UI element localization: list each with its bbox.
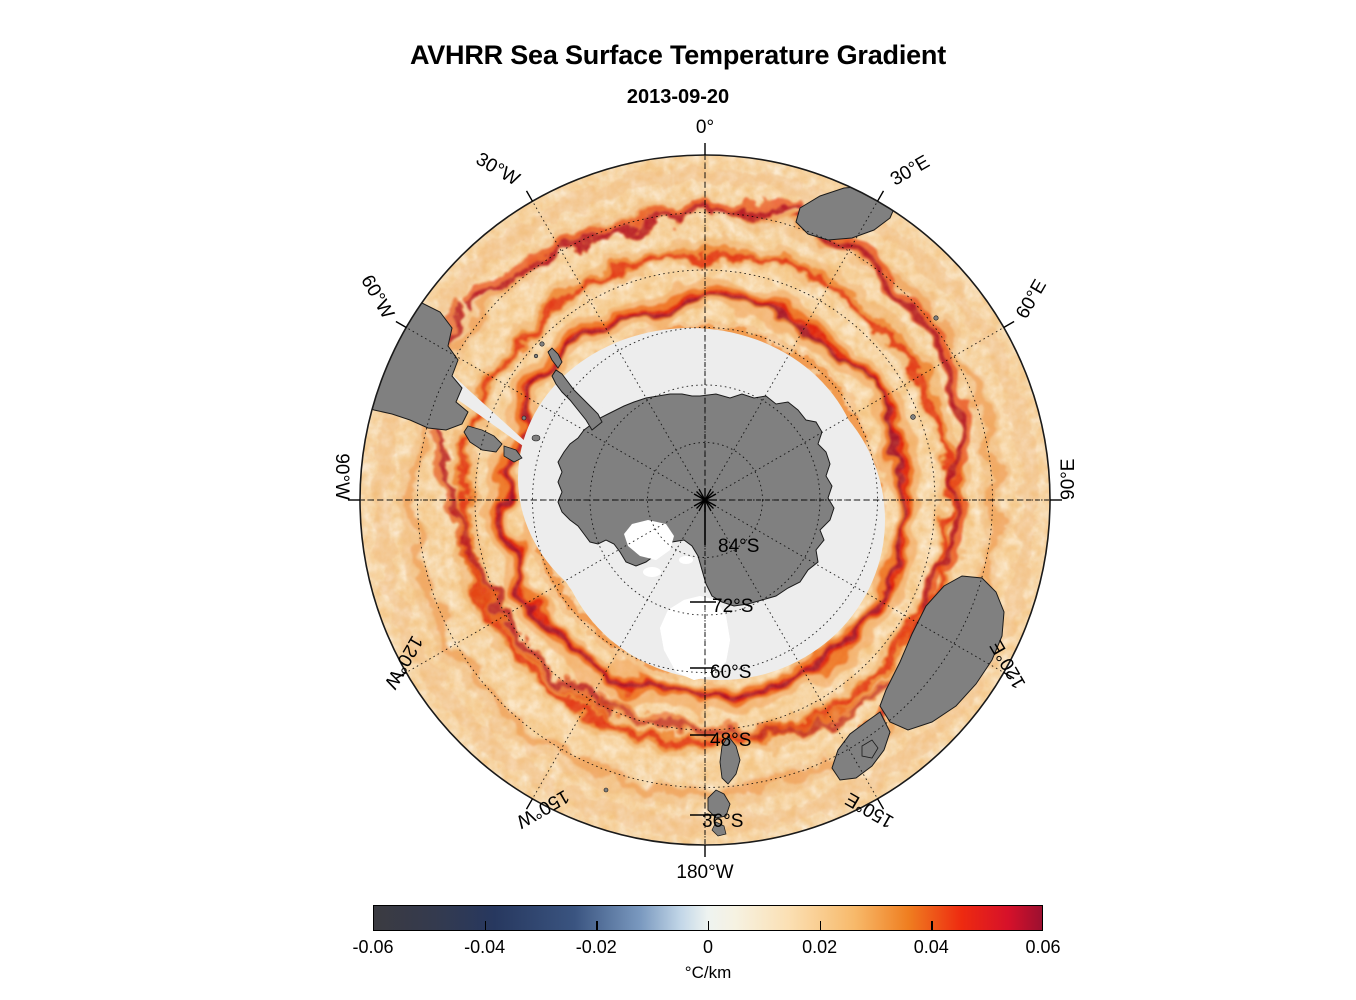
lat-label-60s: 60°S — [710, 662, 751, 683]
lon-label-30e: 30°E — [887, 151, 933, 190]
polar-map: 84°S 72°S 60°S 48°S 36°S — [331, 117, 1079, 883]
lat-label-36s: 36°S — [702, 811, 743, 832]
lon-label-60e: 60°E — [1012, 276, 1051, 322]
colorbar-tick-3 — [819, 921, 821, 930]
map-data-layer — [360, 155, 1050, 845]
lon-label-30w: 30°W — [472, 149, 523, 191]
page-subtitle: 2013-09-20 — [626, 86, 730, 108]
lon-label-60w: 60°W — [356, 272, 398, 323]
colorbar-label-5: 0.04 — [913, 937, 949, 957]
colorbar: -0.06 -0.04 -0.02 0 0.02 0.04 0.06 °C/km — [352, 905, 1061, 995]
lon-label-90e: 90°E — [1058, 459, 1079, 500]
page-title: AVHRR Sea Surface Temperature Gradient — [409, 40, 947, 70]
lon-label-90w: 90°W — [331, 453, 352, 500]
colorbar-label-2: -0.02 — [575, 937, 617, 957]
lon-label-0: 0° — [696, 117, 714, 138]
lat-label-48s: 48°S — [710, 730, 751, 751]
colorbar-label-3: 0 — [702, 937, 714, 957]
lat-label-84s: 84°S — [718, 536, 759, 557]
lat-label-72s: 72°S — [712, 596, 753, 617]
lon-label-180: 180°W — [676, 862, 733, 883]
colorbar-tick-2 — [708, 921, 710, 930]
colorbar-tick-0 — [484, 921, 486, 930]
longitude-ticks — [348, 143, 1062, 857]
colorbar-label-4: 0.02 — [802, 937, 838, 957]
colorbar-tick-4 — [931, 921, 933, 930]
latitude-labels: 84°S 72°S 60°S 48°S 36°S — [690, 500, 759, 832]
colorbar-label-max: 0.06 — [1025, 937, 1061, 957]
colorbar-label-1: -0.04 — [464, 937, 506, 957]
colorbar-unit-label: °C/km — [684, 963, 732, 982]
colorbar-tick-1 — [596, 921, 598, 930]
colorbar-label-min: -0.06 — [352, 937, 394, 957]
